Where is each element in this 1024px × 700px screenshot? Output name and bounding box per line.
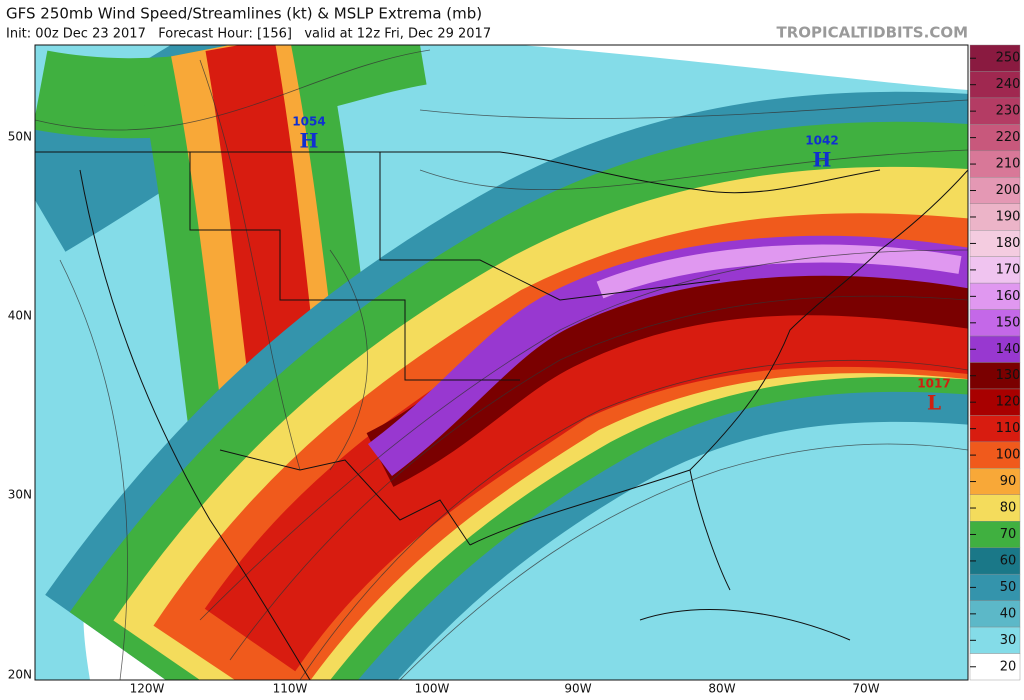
colorbar-band (969, 97, 1021, 125)
streamline (35, 49, 431, 131)
colorbar-label: 110 (996, 421, 1021, 436)
colorbar-band (969, 230, 1021, 257)
colorbar-band (969, 203, 1021, 231)
streamline (229, 295, 968, 661)
colorbar-band (969, 441, 1021, 469)
lat-label: 40N (8, 309, 32, 323)
subtitle: Init: 00z Dec 23 2017 Forecast Hour: [15… (6, 27, 491, 42)
colorbar-label: 240 (996, 77, 1021, 92)
colorbar-band (969, 177, 1021, 204)
streamline (419, 99, 968, 119)
colorbar: 250 240 230 220 210 200 190 180 170 160 150 140 130 1… (969, 44, 1021, 681)
lon-label: 110W (273, 682, 308, 696)
colorbar-label: 50 (1000, 580, 1017, 595)
pressure-value: 1042 (805, 134, 838, 148)
lon-label: 120W (130, 682, 165, 696)
pressure-value: 1017 (917, 377, 950, 391)
streamline (59, 259, 128, 680)
colorbar-band (969, 626, 1021, 654)
colorbar-band (969, 362, 1021, 390)
colorbar-band (969, 388, 1021, 416)
colorbar-label: 30 (1000, 633, 1017, 648)
colorbar-label: 80 (1000, 501, 1017, 516)
colorbar-label: 210 (996, 157, 1021, 172)
colorbar-band (969, 71, 1021, 99)
colorbar-label: 250 (996, 51, 1021, 66)
colorbar-label: 170 (996, 262, 1021, 277)
lon-label: 70W (852, 682, 879, 696)
watermark: TROPICALTIDBITS.COM (777, 24, 969, 42)
streamline (299, 359, 968, 680)
colorbar-label: 180 (996, 236, 1021, 251)
colorbar-label: 120 (996, 395, 1021, 410)
borders (35, 151, 968, 680)
state-border (189, 152, 520, 381)
lat-label: 30N (8, 488, 32, 502)
colorbar-band (969, 124, 1021, 152)
lon-label: 90W (564, 682, 591, 696)
colorbar-label: 220 (996, 130, 1021, 145)
pressure-value: 1054 (292, 115, 325, 129)
streamline (399, 443, 968, 680)
colorbar-label: 70 (1000, 527, 1017, 542)
map-frame (34, 44, 969, 681)
colorbar-label: 20 (1000, 659, 1017, 674)
streamline (199, 59, 301, 471)
colorbar-label: 150 (996, 315, 1021, 330)
lon-label: 80W (708, 682, 735, 696)
coastline (79, 169, 311, 680)
lon-label: 100W (415, 682, 450, 696)
calm-area (520, 45, 968, 90)
state-border (379, 152, 721, 301)
colorbar-band (969, 600, 1021, 628)
lat-label: 20N (8, 668, 32, 682)
streamline (329, 249, 368, 471)
colorbar-label: 40 (1000, 606, 1017, 621)
colorbar-label: 140 (996, 342, 1021, 357)
coastline (689, 169, 968, 471)
coastline (639, 609, 851, 641)
title: GFS 250mb Wind Speed/Streamlines (kt) & … (6, 5, 482, 23)
colorbar-band (969, 415, 1021, 443)
colorbar-label: 60 (1000, 553, 1017, 568)
colorbar-band (969, 335, 1021, 363)
pressure-symbol: H (300, 129, 319, 153)
colorbar-label: 130 (996, 368, 1021, 383)
map-area (35, 45, 968, 680)
colorbar-band (969, 309, 1021, 337)
lat-label: 50N (8, 130, 32, 144)
pressure-symbol: L (927, 391, 941, 415)
wind-band (596, 244, 962, 299)
colorbar-label: 190 (996, 209, 1021, 224)
streamlines (35, 49, 968, 680)
pressure-symbol: H (813, 148, 832, 172)
colorbar-label: 90 (1000, 474, 1017, 489)
colorbar-label: 100 (996, 448, 1021, 463)
colorbar-label: 160 (996, 289, 1021, 304)
colorbar-band (969, 150, 1021, 178)
coastline (469, 469, 731, 591)
colorbar-band (969, 282, 1021, 310)
colorbar-band (969, 468, 1021, 495)
colorbar-band (969, 653, 1021, 681)
country-border (35, 151, 881, 194)
colorbar-label: 200 (996, 183, 1021, 198)
country-border (219, 449, 471, 546)
streamline (419, 149, 968, 191)
colorbar-label: 230 (996, 104, 1021, 119)
streamline (199, 249, 968, 621)
